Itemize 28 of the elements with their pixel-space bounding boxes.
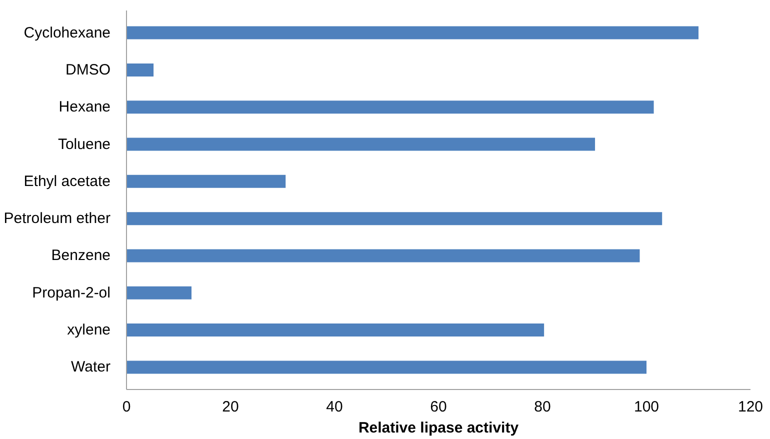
- y-tick-label: Petroleum ether: [4, 210, 111, 228]
- y-tick-label: Cyclohexane: [24, 24, 110, 42]
- bar: [126, 100, 654, 114]
- y-tick-label: Propan-2-ol: [32, 284, 111, 302]
- y-tick-label: Toluene: [58, 136, 111, 153]
- bar: [126, 63, 154, 76]
- x-tick-label: 20: [222, 398, 239, 416]
- bar: [126, 212, 662, 226]
- bar: [126, 286, 192, 300]
- x-tick-label: 80: [534, 398, 551, 416]
- bar: [126, 26, 698, 40]
- bar: [126, 174, 286, 188]
- bar: [126, 138, 596, 151]
- y-tick-label: Hexane: [58, 98, 110, 116]
- bar: [126, 324, 544, 337]
- x-tick-label: 0: [122, 398, 131, 416]
- y-tick-label: DMSO: [66, 61, 110, 78]
- x-axis-title: Relative lipase activity: [358, 420, 520, 436]
- y-tick-label: Water: [71, 358, 111, 376]
- x-tick-label: 120: [738, 398, 764, 416]
- x-tick-label: 100: [634, 398, 660, 416]
- bar: [126, 249, 640, 262]
- bar: [126, 360, 646, 374]
- x-tick-label: 60: [430, 398, 447, 416]
- y-tick-label: Benzene: [51, 247, 110, 264]
- x-tick-label: 40: [326, 398, 343, 416]
- y-tick-label: Ethyl acetate: [24, 172, 110, 190]
- y-tick-label: xylene: [67, 322, 110, 339]
